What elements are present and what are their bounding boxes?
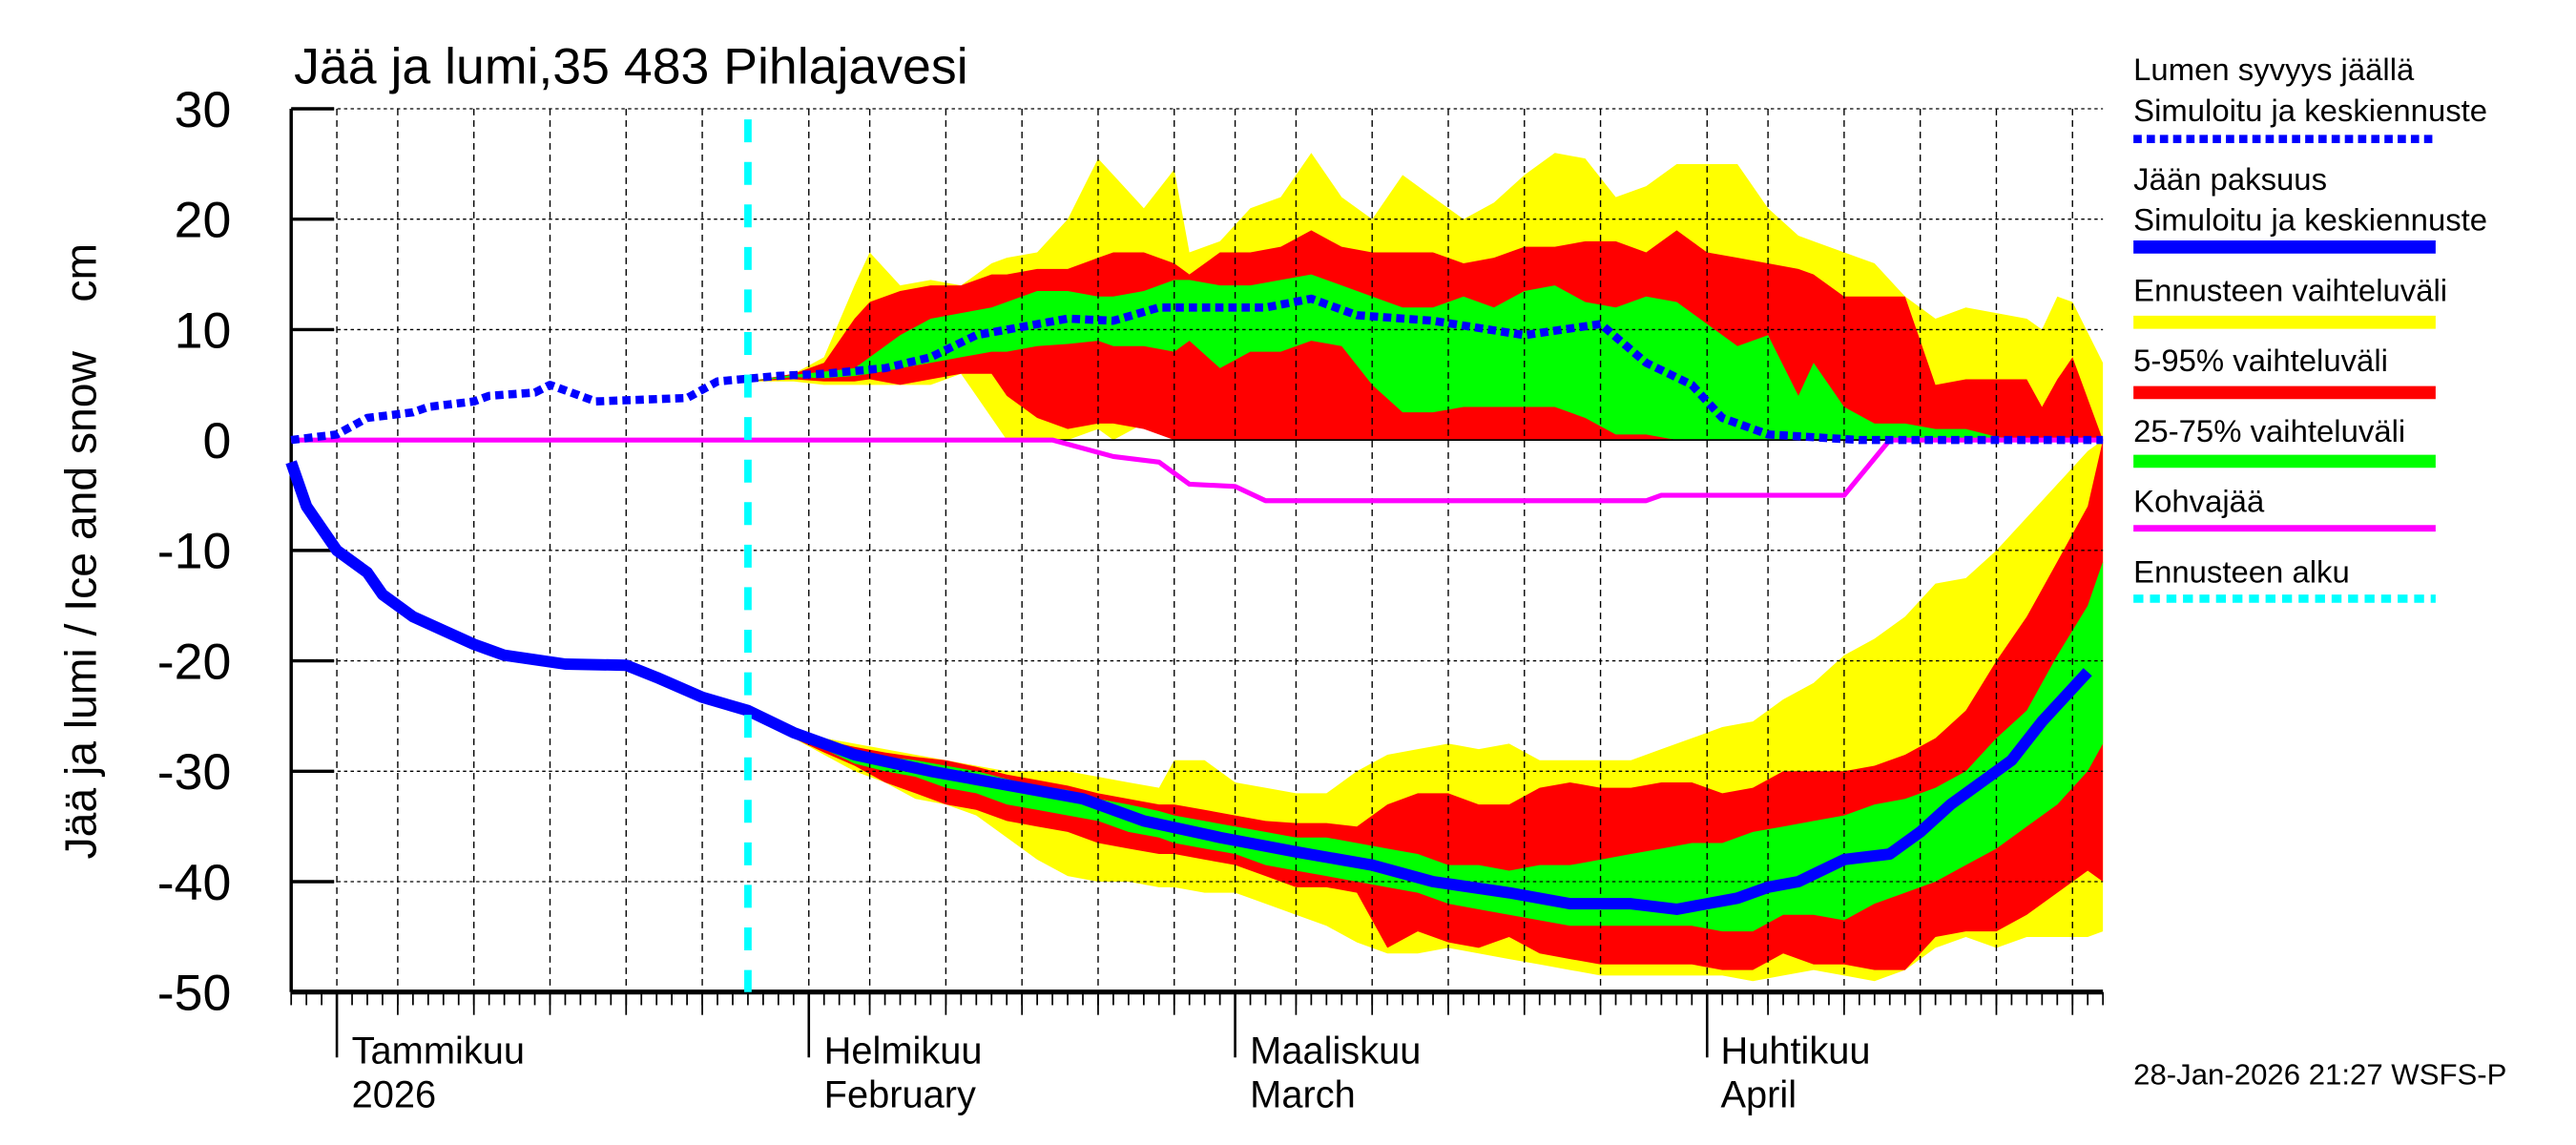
- y-tick-label: 20: [175, 193, 232, 249]
- legend: Lumen syvyys jäällä Simuloitu ja keskien…: [2133, 52, 2487, 603]
- legend-ice-title: Jään paksuus: [2133, 161, 2327, 197]
- y-tick-label: -10: [157, 524, 232, 580]
- ice-thickness-line: [285, 460, 2092, 915]
- forecast-bands: [747, 153, 2104, 982]
- month-label-mar: Maaliskuu: [1250, 1030, 1421, 1072]
- month-sublabel-feb: February: [824, 1074, 976, 1116]
- y-tick-label: -40: [157, 855, 232, 911]
- legend-snow-sub: Simuloitu ja keskiennuste: [2133, 93, 2487, 128]
- series-lines: [285, 119, 2104, 992]
- axes: 30 20 10 0 -10 -20 -30 -40 -50: [157, 82, 2105, 1058]
- legend-forecast-start: Ennusteen alku: [2133, 553, 2350, 589]
- y-tick-label: 10: [175, 303, 232, 360]
- y-tick-label: -30: [157, 744, 232, 801]
- legend-range: Ennusteen vaihteluväli: [2133, 273, 2447, 308]
- legend-p25-75: 25-75% vaihteluväli: [2133, 413, 2405, 448]
- legend-snow-title: Lumen syvyys jäällä: [2133, 52, 2415, 87]
- ice-p25-75-band: [747, 561, 2104, 932]
- chart-title: Jää ja lumi,35 483 Pihlajavesi: [294, 39, 968, 95]
- month-sublabel-mar: March: [1250, 1074, 1356, 1116]
- slush-ice-line: [291, 437, 2104, 504]
- month-sublabel-apr: April: [1720, 1074, 1797, 1116]
- month-label-feb: Helmikuu: [824, 1030, 983, 1072]
- month-label-jan: Tammikuu: [352, 1030, 525, 1072]
- legend-slush: Kohvajää: [2133, 484, 2265, 519]
- y-tick-label: 0: [202, 413, 231, 469]
- legend-p5-95: 5-95% vaihteluväli: [2133, 343, 2388, 378]
- y-tick-label: -20: [157, 635, 232, 691]
- y-tick-label: -50: [157, 966, 232, 1022]
- legend-ice-sub: Simuloitu ja keskiennuste: [2133, 202, 2487, 238]
- y-tick-label: 30: [175, 82, 232, 138]
- snow-depth-line: [290, 294, 2104, 445]
- x-month-labels: Tammikuu 2026 Helmikuu February Maalisku…: [352, 1030, 1871, 1115]
- footer-timestamp: 28-Jan-2026 21:27 WSFS-P: [2133, 1058, 2506, 1092]
- month-sublabel-jan: 2026: [352, 1074, 437, 1116]
- y-axis-label: Jää ja lumi / Ice and snow cm: [55, 243, 105, 860]
- month-label-apr: Huhtikuu: [1720, 1030, 1870, 1072]
